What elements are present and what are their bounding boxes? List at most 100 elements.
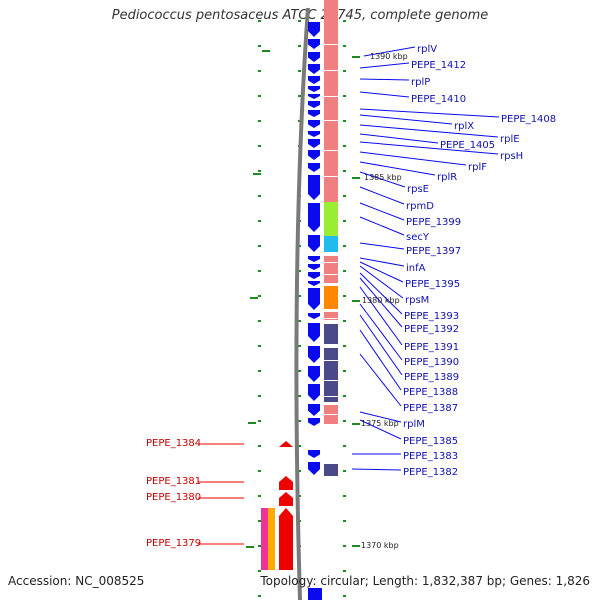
gene-leader-line (359, 303, 403, 361)
gene-label[interactable]: PEPE_1410 (411, 94, 467, 105)
minor-tick (343, 270, 346, 272)
gene-leader-line (359, 272, 403, 315)
gene-label[interactable]: rplR (437, 172, 458, 183)
gene-label[interactable]: PEPE_1381 (146, 476, 202, 487)
gene-label[interactable]: rplE (500, 134, 520, 145)
gene-label[interactable]: rpmD (406, 201, 434, 212)
reverse-gene-arrow (279, 441, 293, 447)
gene-label[interactable]: rplM (403, 419, 425, 430)
gene-leader-line (359, 329, 402, 391)
minor-tick (343, 520, 346, 522)
major-tick-left (246, 546, 254, 548)
gene-leader-line (359, 353, 402, 407)
cog-band-divider (324, 70, 338, 71)
minor-tick (343, 145, 346, 147)
minor-tick (343, 95, 346, 97)
major-tick-right (352, 300, 360, 302)
gene-label[interactable]: PEPE_1408 (501, 114, 557, 125)
gene-label[interactable]: infA (406, 263, 426, 274)
forward-gene-arrow (308, 313, 320, 319)
gene-label[interactable]: rpsM (405, 295, 430, 306)
minor-tick (343, 20, 346, 22)
forward-gene-arrow (308, 131, 320, 137)
minor-tick (298, 345, 301, 347)
major-tick-right (352, 177, 360, 179)
forward-gene-track (308, 22, 320, 475)
gene-label[interactable]: PEPE_1405 (440, 140, 496, 151)
gene-leader-line (363, 46, 416, 57)
cog-band-divider (324, 274, 338, 275)
gene-label[interactable]: PEPE_1387 (403, 403, 459, 414)
minor-tick (343, 195, 346, 197)
gene-leader-line (359, 124, 499, 138)
cog-band (261, 508, 268, 570)
minor-tick (343, 570, 346, 572)
forward-gene-arrow (308, 450, 320, 458)
minor-tick (298, 395, 301, 397)
cog-band-divider (324, 414, 338, 415)
minor-tick (258, 570, 261, 572)
minor-tick (298, 95, 301, 97)
gene-label[interactable]: PEPE_1390 (404, 357, 460, 368)
gene-label[interactable]: PEPE_1380 (146, 492, 202, 503)
gene-label[interactable]: PEPE_1399 (406, 217, 462, 228)
forward-gene-arrow (308, 76, 320, 84)
gene-leader-line (359, 108, 500, 118)
forward-gene-arrow (308, 163, 320, 172)
gene-label[interactable]: PEPE_1384 (146, 438, 202, 449)
cog-band-divider (324, 96, 338, 97)
gene-leader-line (359, 419, 402, 440)
minor-tick (298, 320, 301, 322)
gene-label[interactable]: PEPE_1391 (404, 342, 460, 353)
gene-label[interactable]: rplF (468, 162, 487, 173)
forward-gene-arrow (308, 346, 320, 363)
gene-label[interactable]: secY (406, 232, 429, 243)
gene-label[interactable]: rplX (454, 121, 475, 132)
minor-tick (258, 120, 261, 122)
cog-band (324, 348, 338, 402)
minor-tick (298, 70, 301, 72)
minor-tick (343, 120, 346, 122)
gene-label[interactable]: PEPE_1392 (404, 324, 460, 335)
minor-tick (343, 320, 346, 322)
gene-label[interactable]: rplV (417, 44, 438, 55)
gene-label[interactable]: PEPE_1382 (403, 467, 459, 478)
forward-gene-arrow (308, 288, 320, 310)
gene-label[interactable]: PEPE_1395 (405, 279, 461, 290)
gene-label[interactable]: PEPE_1383 (403, 451, 459, 462)
gene-label[interactable]: PEPE_1412 (411, 60, 467, 71)
minor-tick (258, 370, 261, 372)
gene-label[interactable]: PEPE_1388 (403, 387, 459, 398)
minor-tick (258, 220, 261, 222)
gene-label[interactable]: rpsE (407, 184, 429, 195)
gene-label[interactable]: rpsH (500, 151, 524, 162)
cog-band (324, 286, 338, 309)
reverse-gene-arrow (279, 508, 293, 570)
gene-label[interactable]: PEPE_1389 (404, 372, 460, 383)
cog-band (324, 312, 338, 320)
cog-band-divider (324, 380, 338, 381)
gene-label[interactable]: rplP (411, 77, 431, 88)
gene-leader-line (359, 151, 467, 166)
gene-label[interactable]: PEPE_1393 (404, 311, 460, 322)
gene-leader-line (359, 133, 439, 144)
forward-gene-arrow (308, 256, 320, 262)
minor-tick (258, 395, 261, 397)
gene-leader-line (359, 286, 403, 346)
gene-label[interactable]: PEPE_1397 (406, 246, 462, 257)
gene-label[interactable]: PEPE_1385 (403, 436, 459, 447)
gene-leader-line (359, 261, 404, 283)
genome-title: Pediococcus pentosaceus ATCC 25745, comp… (111, 8, 489, 23)
gene-label[interactable]: PEPE_1379 (146, 538, 202, 549)
forward-gene-arrow (308, 272, 320, 279)
major-tick-right (352, 56, 360, 58)
forward-gene-arrow (308, 86, 320, 92)
topology-text: Topology: circular; Length: 1,832,387 bp… (260, 574, 590, 588)
minor-tick (343, 220, 346, 222)
minor-tick (343, 295, 346, 297)
minor-tick (343, 370, 346, 372)
minor-tick (298, 295, 301, 297)
minor-tick (298, 270, 301, 272)
forward-gene-arrow (308, 235, 320, 252)
